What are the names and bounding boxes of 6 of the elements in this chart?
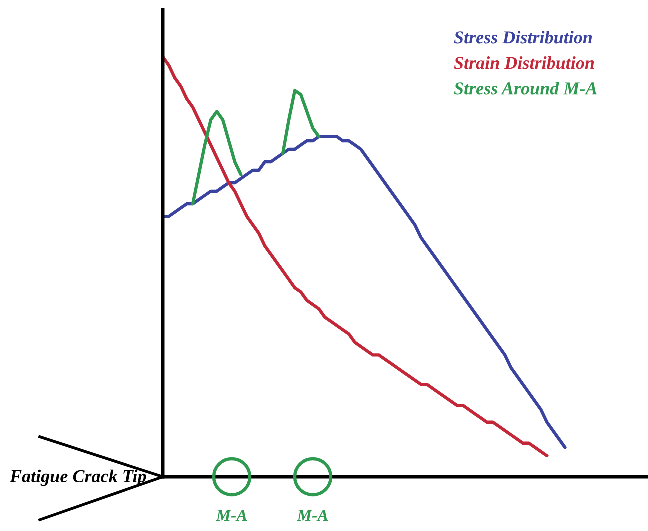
text: M-A bbox=[216, 510, 248, 522]
text: Stress Around M-A bbox=[454, 82, 598, 95]
text: Fatigue Crack Tip bbox=[10, 470, 146, 486]
text: Stress Distribution bbox=[454, 31, 592, 44]
text: M-A bbox=[297, 510, 328, 522]
text: Strain Distribution bbox=[454, 56, 594, 70]
